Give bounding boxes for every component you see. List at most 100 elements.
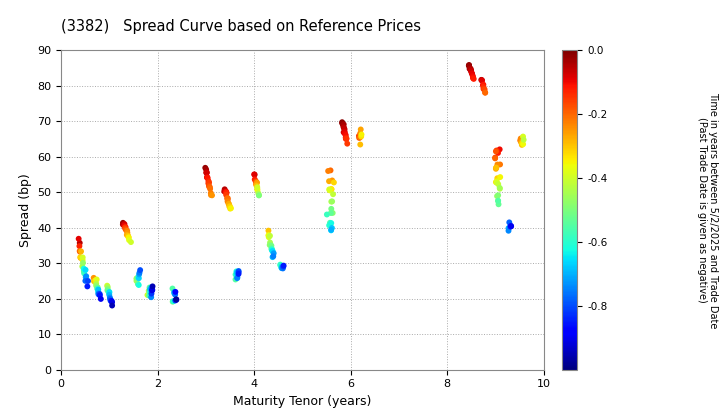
Point (480, 89, 491, 96)
Point (355, 126, 366, 133)
Point (95, 296, 107, 302)
Point (478, 86, 490, 92)
Point (276, 263, 288, 270)
Point (102, 284, 114, 290)
Point (467, 73, 479, 79)
Point (122, 228, 133, 234)
Point (490, 155, 501, 162)
Point (104, 296, 116, 302)
Point (495, 161, 506, 168)
Point (122, 232, 134, 239)
Point (266, 247, 278, 254)
Point (249, 171, 261, 178)
Point (467, 70, 478, 77)
Point (104, 294, 116, 301)
Point (104, 291, 115, 298)
Point (476, 77, 487, 84)
Point (251, 181, 262, 188)
Point (492, 175, 503, 181)
Point (103, 289, 114, 296)
Point (505, 223, 516, 230)
Point (104, 289, 115, 295)
Point (465, 68, 477, 75)
Point (328, 179, 340, 186)
Point (167, 298, 179, 305)
Point (81, 273, 92, 280)
Point (278, 262, 289, 269)
Point (340, 132, 351, 139)
Point (224, 203, 235, 210)
Point (338, 124, 350, 131)
Point (490, 179, 502, 186)
Point (354, 134, 366, 141)
Point (517, 133, 528, 140)
Point (202, 180, 214, 187)
Point (225, 205, 237, 212)
Point (264, 241, 276, 248)
Point (253, 192, 265, 199)
Point (206, 192, 217, 199)
Point (89, 278, 100, 285)
Point (494, 146, 505, 153)
Point (119, 223, 130, 229)
Point (326, 177, 338, 184)
X-axis label: Maturity Tenor (years): Maturity Tenor (years) (233, 395, 372, 408)
Point (74, 254, 86, 260)
Point (131, 275, 143, 282)
Point (91, 276, 102, 283)
Point (518, 136, 529, 143)
Point (145, 294, 157, 301)
Point (490, 164, 502, 171)
Point (167, 298, 179, 304)
Point (223, 203, 235, 210)
Point (125, 239, 137, 245)
Point (491, 193, 503, 199)
Point (168, 290, 180, 297)
Point (463, 62, 474, 69)
Point (325, 186, 337, 192)
Point (74, 248, 86, 255)
Point (168, 289, 180, 296)
Point (142, 292, 153, 299)
Point (339, 129, 351, 135)
Point (324, 219, 336, 226)
Point (91, 282, 102, 289)
Point (102, 286, 114, 292)
Point (274, 262, 286, 269)
Point (477, 84, 489, 90)
Point (80, 274, 91, 281)
Point (266, 245, 277, 252)
Point (123, 234, 135, 241)
Point (465, 67, 477, 74)
Point (503, 225, 514, 231)
Point (204, 184, 216, 191)
Point (467, 74, 479, 81)
Point (76, 263, 88, 270)
Point (326, 198, 338, 205)
Point (233, 270, 244, 277)
Point (264, 239, 276, 246)
Point (323, 168, 334, 174)
Point (107, 299, 118, 306)
Point (233, 268, 244, 274)
Point (134, 269, 145, 276)
Point (222, 200, 234, 207)
Point (82, 278, 94, 284)
Point (264, 232, 276, 239)
Point (263, 227, 274, 234)
Point (232, 274, 243, 281)
Point (248, 171, 260, 178)
Point (120, 224, 131, 231)
Point (80, 266, 91, 273)
Point (171, 296, 182, 303)
Point (92, 288, 104, 295)
Point (77, 260, 89, 266)
Point (92, 286, 104, 292)
Point (325, 198, 337, 205)
Point (249, 176, 261, 183)
Point (199, 165, 211, 171)
Point (205, 192, 217, 198)
Point (94, 292, 106, 299)
Point (492, 197, 504, 204)
Point (253, 192, 265, 199)
